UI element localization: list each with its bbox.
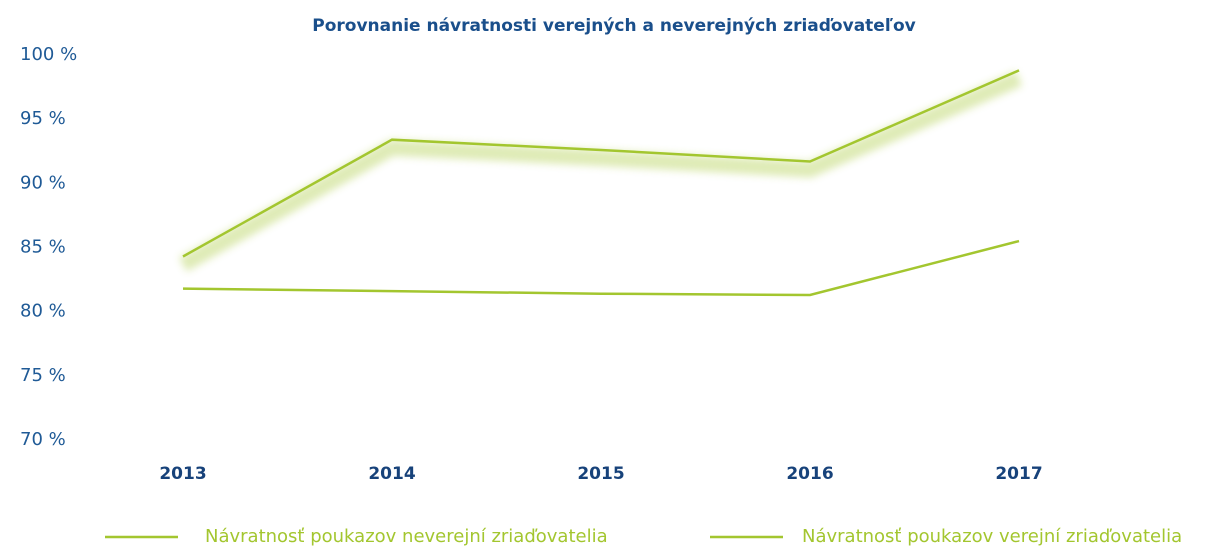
x-tick-label: 2013: [159, 464, 206, 484]
legend-label: Návratnosť poukazov neverejní zriaďovate…: [205, 526, 608, 547]
y-tick-label: 95 %: [20, 108, 66, 129]
x-tick-label: 2016: [786, 464, 833, 484]
line-glow: [179, 71, 1023, 272]
x-tick-label: 2017: [995, 464, 1042, 484]
y-tick-label: 75 %: [20, 365, 66, 386]
y-tick-label: 85 %: [20, 237, 66, 258]
chart-title: Porovnanie návratnosti verejných a never…: [312, 16, 915, 36]
y-tick-label: 90 %: [20, 172, 66, 193]
y-tick-label: 70 %: [20, 429, 66, 450]
y-tick-label: 100 %: [20, 44, 77, 65]
line: [182, 69, 1020, 258]
legend-label: Návratnosť poukazov verejní zriaďovateli…: [802, 526, 1182, 547]
x-tick-label: 2014: [368, 464, 415, 484]
y-tick-label: 80 %: [20, 301, 66, 322]
line: [182, 239, 1020, 297]
x-tick-label: 2015: [577, 464, 624, 484]
